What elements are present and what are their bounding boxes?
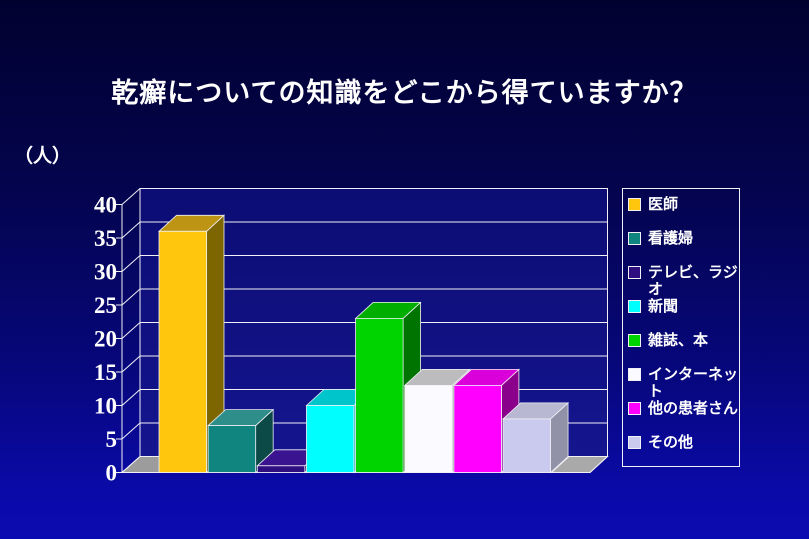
bar-front-face [355,317,404,473]
bar-front-face [207,425,257,473]
legend-item-2: 看護婦 [628,230,739,264]
legend-item-7: 他の患者さん [628,400,739,434]
legend-label: 他の患者さん [648,400,739,417]
legend-swatch [628,300,641,313]
y-tick-label: 25 [94,293,117,318]
bar-front-face [502,418,551,473]
legend-label: 雑誌、本 [648,332,709,349]
y-tick-label: 20 [94,327,117,352]
legend-label: テレビ、ラジオ [648,264,738,298]
y-axis-tick-connector [121,322,141,339]
y-tick-label: 5 [106,427,118,452]
y-tick-label: 0 [106,461,118,486]
legend-swatch [628,198,641,211]
bar-2 [207,408,275,474]
y-tick-label: 35 [94,226,117,251]
y-tick-label: 40 [94,193,117,218]
bar-front-face [306,405,355,473]
plot-front-right-edge [589,456,608,473]
legend-swatch [628,436,641,449]
bar-1 [157,214,226,474]
y-axis-tick-connector [121,456,141,473]
y-axis-tick-connector [121,288,141,306]
legend-swatch [628,232,641,245]
legend-swatch [628,266,641,279]
y-axis-tick-connector [121,355,141,373]
legend-label: 看護婦 [648,230,694,247]
legend-item-4: 新聞 [628,298,739,332]
legend-item-3: テレビ、ラジオ [628,264,739,298]
legend-swatch [628,334,641,347]
legend-item-8: その他 [628,434,739,468]
legend-item-6: インターネット [628,366,739,400]
y-tick-label: 15 [94,360,117,385]
bar-8 [502,401,570,474]
y-axis-tick-connector [121,255,141,272]
legend-swatch [628,368,641,381]
y-axis-tick-connector [121,422,141,440]
legend-item-5: 雑誌、本 [628,332,739,366]
legend-label: その他 [648,434,694,451]
y-axis-unit-label: （人） [14,146,72,167]
bar-front-face [453,384,502,473]
y-tick-label: 10 [94,394,117,419]
y-axis-tick-connector [121,221,141,239]
bar-front-face [256,465,306,473]
y-axis-tick-connector [121,188,141,205]
bar-5 [354,301,422,474]
legend-label: 新聞 [648,298,679,315]
legend-swatch [628,402,641,415]
legend-item-1: 医師 [628,196,739,230]
y-axis-tick-connector [121,389,141,406]
y-tick-label: 30 [94,260,117,285]
legend-label: 医師 [648,196,679,213]
bar-front-face [404,384,453,473]
legend-label: インターネット [648,366,739,400]
chart-legend: 医師看護婦テレビ、ラジオ 新聞雑誌、本インターネット 他の患者さん その他 [622,188,740,467]
chart-title: 乾癬についての知識をどこから得ていますか？ [111,78,698,108]
bar-front-face [158,230,207,473]
